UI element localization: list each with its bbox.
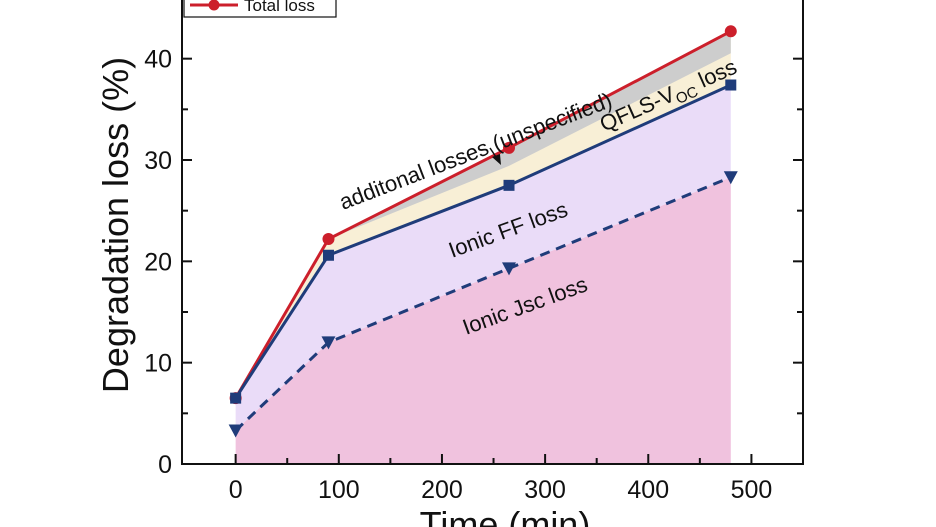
x-tick-label: 400 — [627, 476, 669, 504]
y-axis-title: Degradation loss (%) — [95, 57, 136, 393]
x-axis-title: Time (min) — [420, 504, 591, 527]
annotation-arrow-head — [492, 154, 501, 165]
fill-ionic-ff-loss — [235, 85, 731, 431]
data-point-s1-1 — [322, 233, 335, 246]
x-tick-label: 0 — [229, 476, 243, 504]
data-point-s3-2 — [502, 262, 517, 276]
x-tick-label: 300 — [524, 476, 566, 504]
data-point-s3-3 — [723, 171, 738, 185]
data-point-s2-1 — [322, 249, 334, 261]
data-point-s1-3 — [724, 25, 737, 38]
x-tick-label: 200 — [421, 476, 463, 504]
data-point-s3-1 — [321, 336, 336, 350]
series-line-total-loss — [234, 29, 732, 399]
data-point-s3-0 — [228, 424, 243, 438]
x-tick-label: 100 — [318, 476, 360, 504]
plot-frame — [181, 0, 804, 465]
data-point-s1-2 — [503, 141, 516, 154]
series-lines — [234, 29, 732, 432]
data-point-s2-0 — [230, 392, 242, 404]
x-axis-ticks: 0 100 200 300 400 500 — [229, 454, 773, 504]
legend: Total loss — [183, 0, 337, 18]
y-axis-ticks: 0 10 20 30 40 — [144, 46, 803, 479]
y-tick-label: 30 — [144, 147, 172, 175]
y-tick-label: 0 — [158, 451, 172, 479]
data-point-s2-2 — [503, 179, 515, 191]
series-markers — [228, 25, 738, 438]
legend-marker — [208, 0, 220, 11]
y-tick-label: 10 — [144, 350, 172, 378]
series-line-series-2 — [234, 83, 732, 399]
legend-label: Total loss — [244, 0, 315, 15]
y-tick-label: 40 — [144, 46, 172, 74]
y-tick-label: 20 — [144, 248, 172, 276]
x-tick-label: 500 — [731, 476, 773, 504]
area-fills — [235, 31, 731, 464]
fill-qfls-voc-loss — [235, 31, 731, 399]
data-point-s2-3 — [725, 79, 737, 91]
series-line-series-3 — [234, 175, 732, 432]
fill-ionic-jsc-loss — [235, 177, 731, 464]
